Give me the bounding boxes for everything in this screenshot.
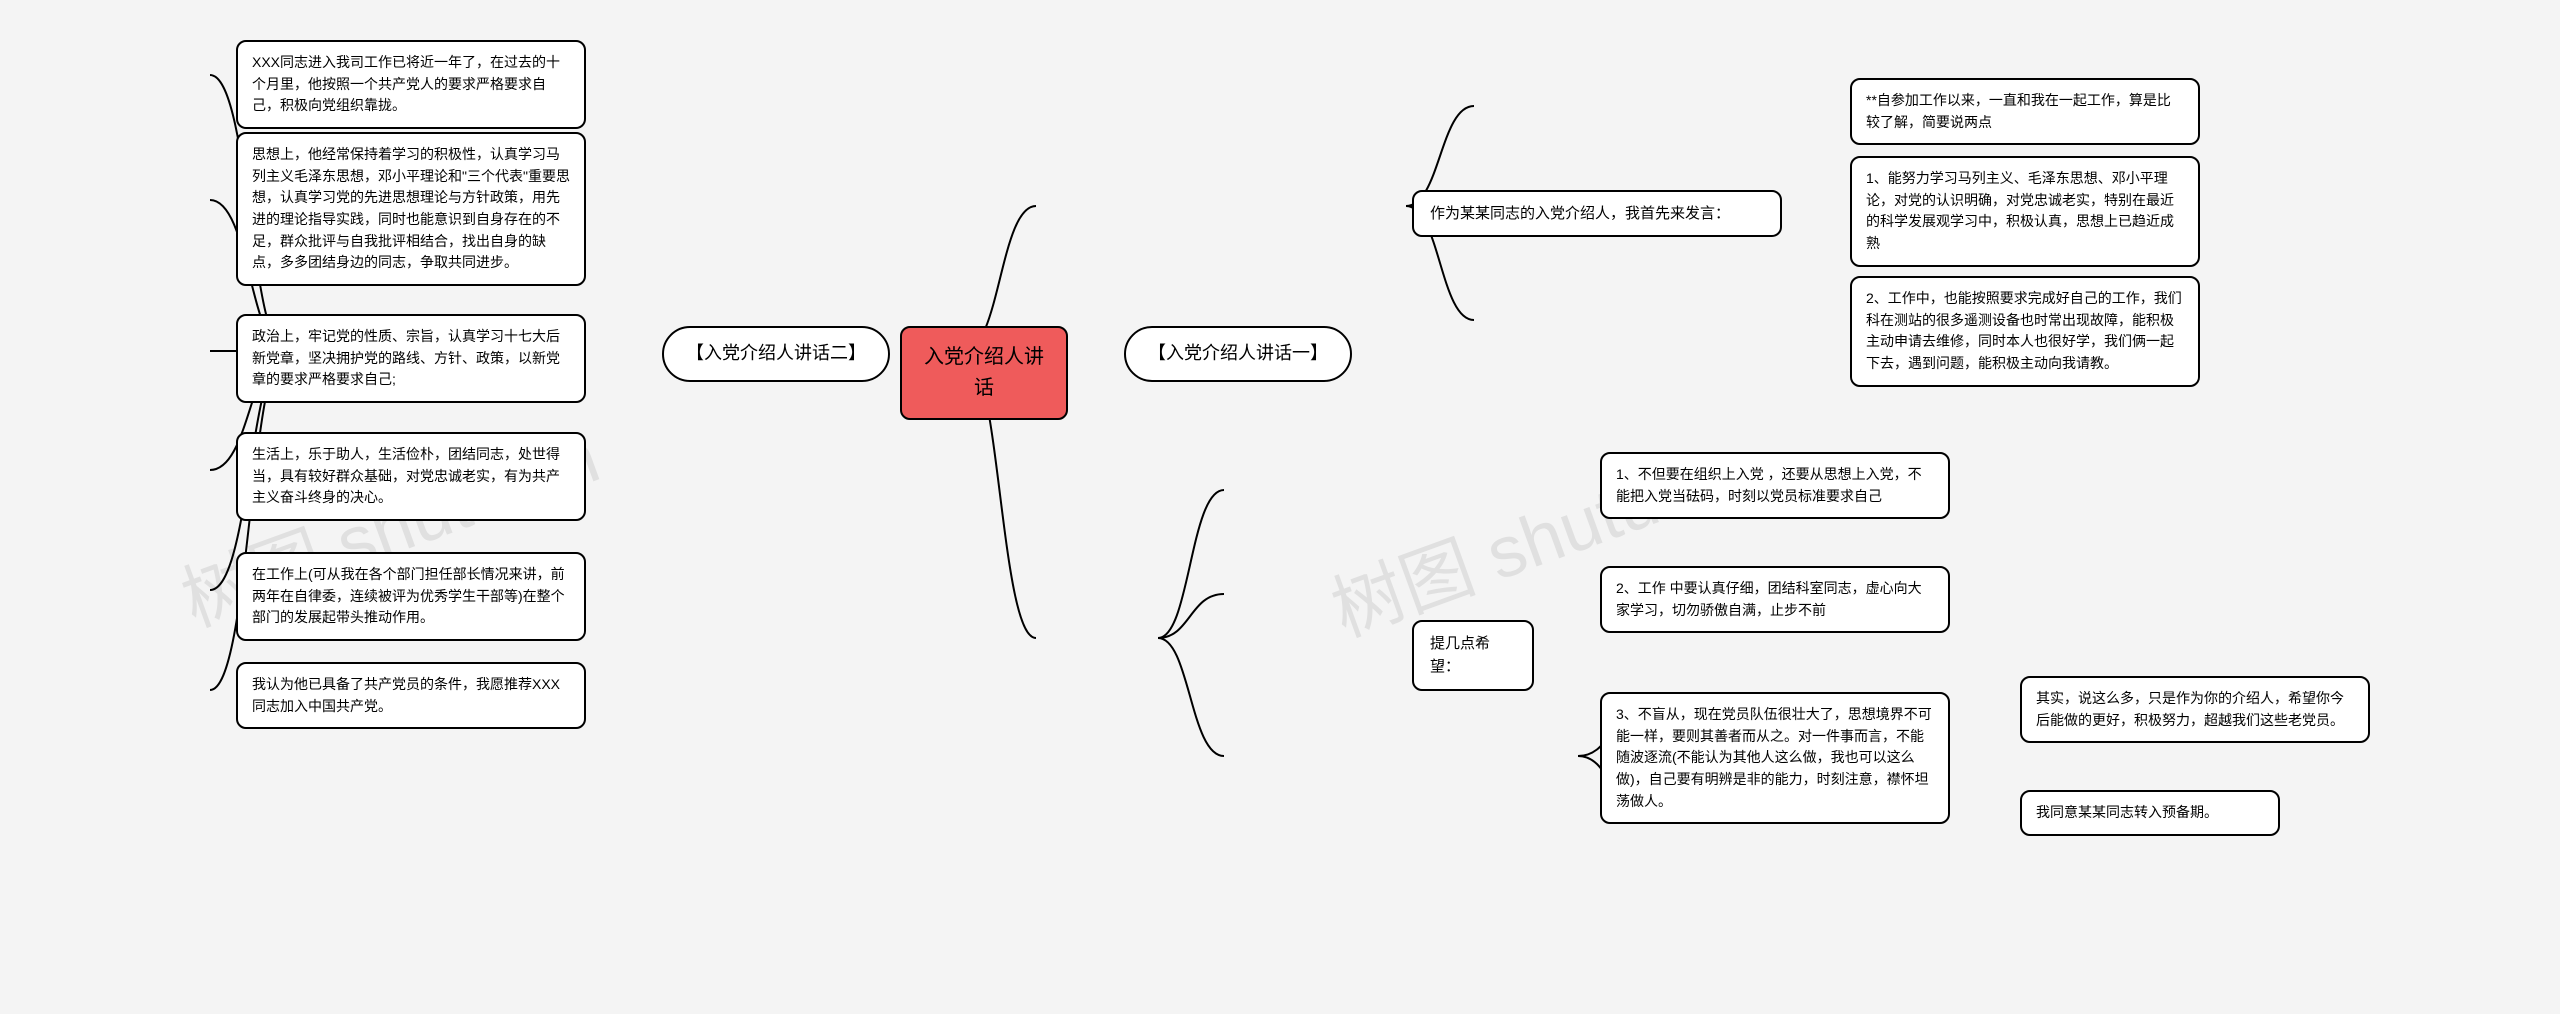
root-node[interactable]: 入党介绍人讲话 xyxy=(900,326,1068,420)
r2-node[interactable]: 提几点希望： xyxy=(1412,620,1534,691)
l-c1[interactable]: XXX同志进入我司工作已将近一年了，在过去的十个月里，他按照一个共产党人的要求严… xyxy=(236,40,586,129)
l-c5[interactable]: 在工作上(可从我在各个部门担任部长情况来讲，前两年在自律委，连续被评为优秀学生干… xyxy=(236,552,586,641)
l-c6[interactable]: 我认为他已具备了共产党员的条件，我愿推荐XXX同志加入中国共产党。 xyxy=(236,662,586,729)
r1-c2[interactable]: 1、能努力学习马列主义、毛泽东思想、邓小平理论，对党的认识明确，对党忠诚老实，特… xyxy=(1850,156,2200,267)
l-c2[interactable]: 思想上，他经常保持着学习的积极性，认真学习马列主义毛泽东思想，邓小平理论和"三个… xyxy=(236,132,586,286)
l-c2-text: 思想上，他经常保持着学习的积极性，认真学习马列主义毛泽东思想，邓小平理论和"三个… xyxy=(252,146,570,270)
root-label: 入党介绍人讲话 xyxy=(924,346,1044,399)
r2-c3b[interactable]: 我同意某某同志转入预备期。 xyxy=(2020,790,2280,836)
branch-left-label: 【入党介绍人讲话二】 xyxy=(686,343,866,363)
l-c5-text: 在工作上(可从我在各个部门担任部长情况来讲，前两年在自律委，连续被评为优秀学生干… xyxy=(252,566,565,625)
r2-c3a-text: 其实，说这么多，只是作为你的介绍人，希望你今后能做的更好，积极努力，超越我们这些… xyxy=(2036,690,2344,728)
r2-c3b-text: 我同意某某同志转入预备期。 xyxy=(2036,804,2218,820)
branch-left[interactable]: 【入党介绍人讲话二】 xyxy=(662,326,890,382)
l-c1-text: XXX同志进入我司工作已将近一年了，在过去的十个月里，他按照一个共产党人的要求严… xyxy=(252,54,560,113)
l-c4-text: 生活上，乐于助人，生活俭朴，团结同志，处世得当，具有较好群众基础，对党忠诚老实，… xyxy=(252,446,560,505)
r1-c1[interactable]: **自参加工作以来，一直和我在一起工作，算是比较了解，简要说两点 xyxy=(1850,78,2200,145)
r2-label: 提几点希望： xyxy=(1430,635,1490,675)
l-c4[interactable]: 生活上，乐于助人，生活俭朴，团结同志，处世得当，具有较好群众基础，对党忠诚老实，… xyxy=(236,432,586,521)
l-c6-text: 我认为他已具备了共产党员的条件，我愿推荐XXX同志加入中国共产党。 xyxy=(252,676,560,714)
r2-c3a[interactable]: 其实，说这么多，只是作为你的介绍人，希望你今后能做的更好，积极努力，超越我们这些… xyxy=(2020,676,2370,743)
branch-right-label: 【入党介绍人讲话一】 xyxy=(1148,343,1328,363)
r1-c3[interactable]: 2、工作中，也能按照要求完成好自己的工作，我们科在测站的很多遥测设备也时常出现故… xyxy=(1850,276,2200,387)
r2-c1-text: 1、不但要在组织上入党 ，还要从思想上入党，不能把入党当砝码，时刻以党员标准要求… xyxy=(1616,466,1922,504)
r2-c1[interactable]: 1、不但要在组织上入党 ，还要从思想上入党，不能把入党当砝码，时刻以党员标准要求… xyxy=(1600,452,1950,519)
r1-c2-text: 1、能努力学习马列主义、毛泽东思想、邓小平理论，对党的认识明确，对党忠诚老实，特… xyxy=(1866,170,2174,251)
r1-c1-text: **自参加工作以来，一直和我在一起工作，算是比较了解，简要说两点 xyxy=(1866,92,2171,130)
l-c3[interactable]: 政治上，牢记党的性质、宗旨，认真学习十七大后新党章，坚决拥护党的路线、方针、政策… xyxy=(236,314,586,403)
branch-right[interactable]: 【入党介绍人讲话一】 xyxy=(1124,326,1352,382)
r2-c3[interactable]: 3、不盲从，现在党员队伍很壮大了，思想境界不可能一样，要则其善者而从之。对一件事… xyxy=(1600,692,1950,824)
r1-label: 作为某某同志的入党介绍人，我首先来发言： xyxy=(1430,205,1730,222)
r2-c3-text: 3、不盲从，现在党员队伍很壮大了，思想境界不可能一样，要则其善者而从之。对一件事… xyxy=(1616,706,1932,809)
r1-node[interactable]: 作为某某同志的入党介绍人，我首先来发言： xyxy=(1412,190,1782,237)
l-c3-text: 政治上，牢记党的性质、宗旨，认真学习十七大后新党章，坚决拥护党的路线、方针、政策… xyxy=(252,328,560,387)
r2-c2[interactable]: 2、工作 中要认真仔细，团结科室同志，虚心向大家学习，切勿骄傲自满，止步不前 xyxy=(1600,566,1950,633)
r1-c3-text: 2、工作中，也能按照要求完成好自己的工作，我们科在测站的很多遥测设备也时常出现故… xyxy=(1866,290,2182,371)
r2-c2-text: 2、工作 中要认真仔细，团结科室同志，虚心向大家学习，切勿骄傲自满，止步不前 xyxy=(1616,580,1922,618)
